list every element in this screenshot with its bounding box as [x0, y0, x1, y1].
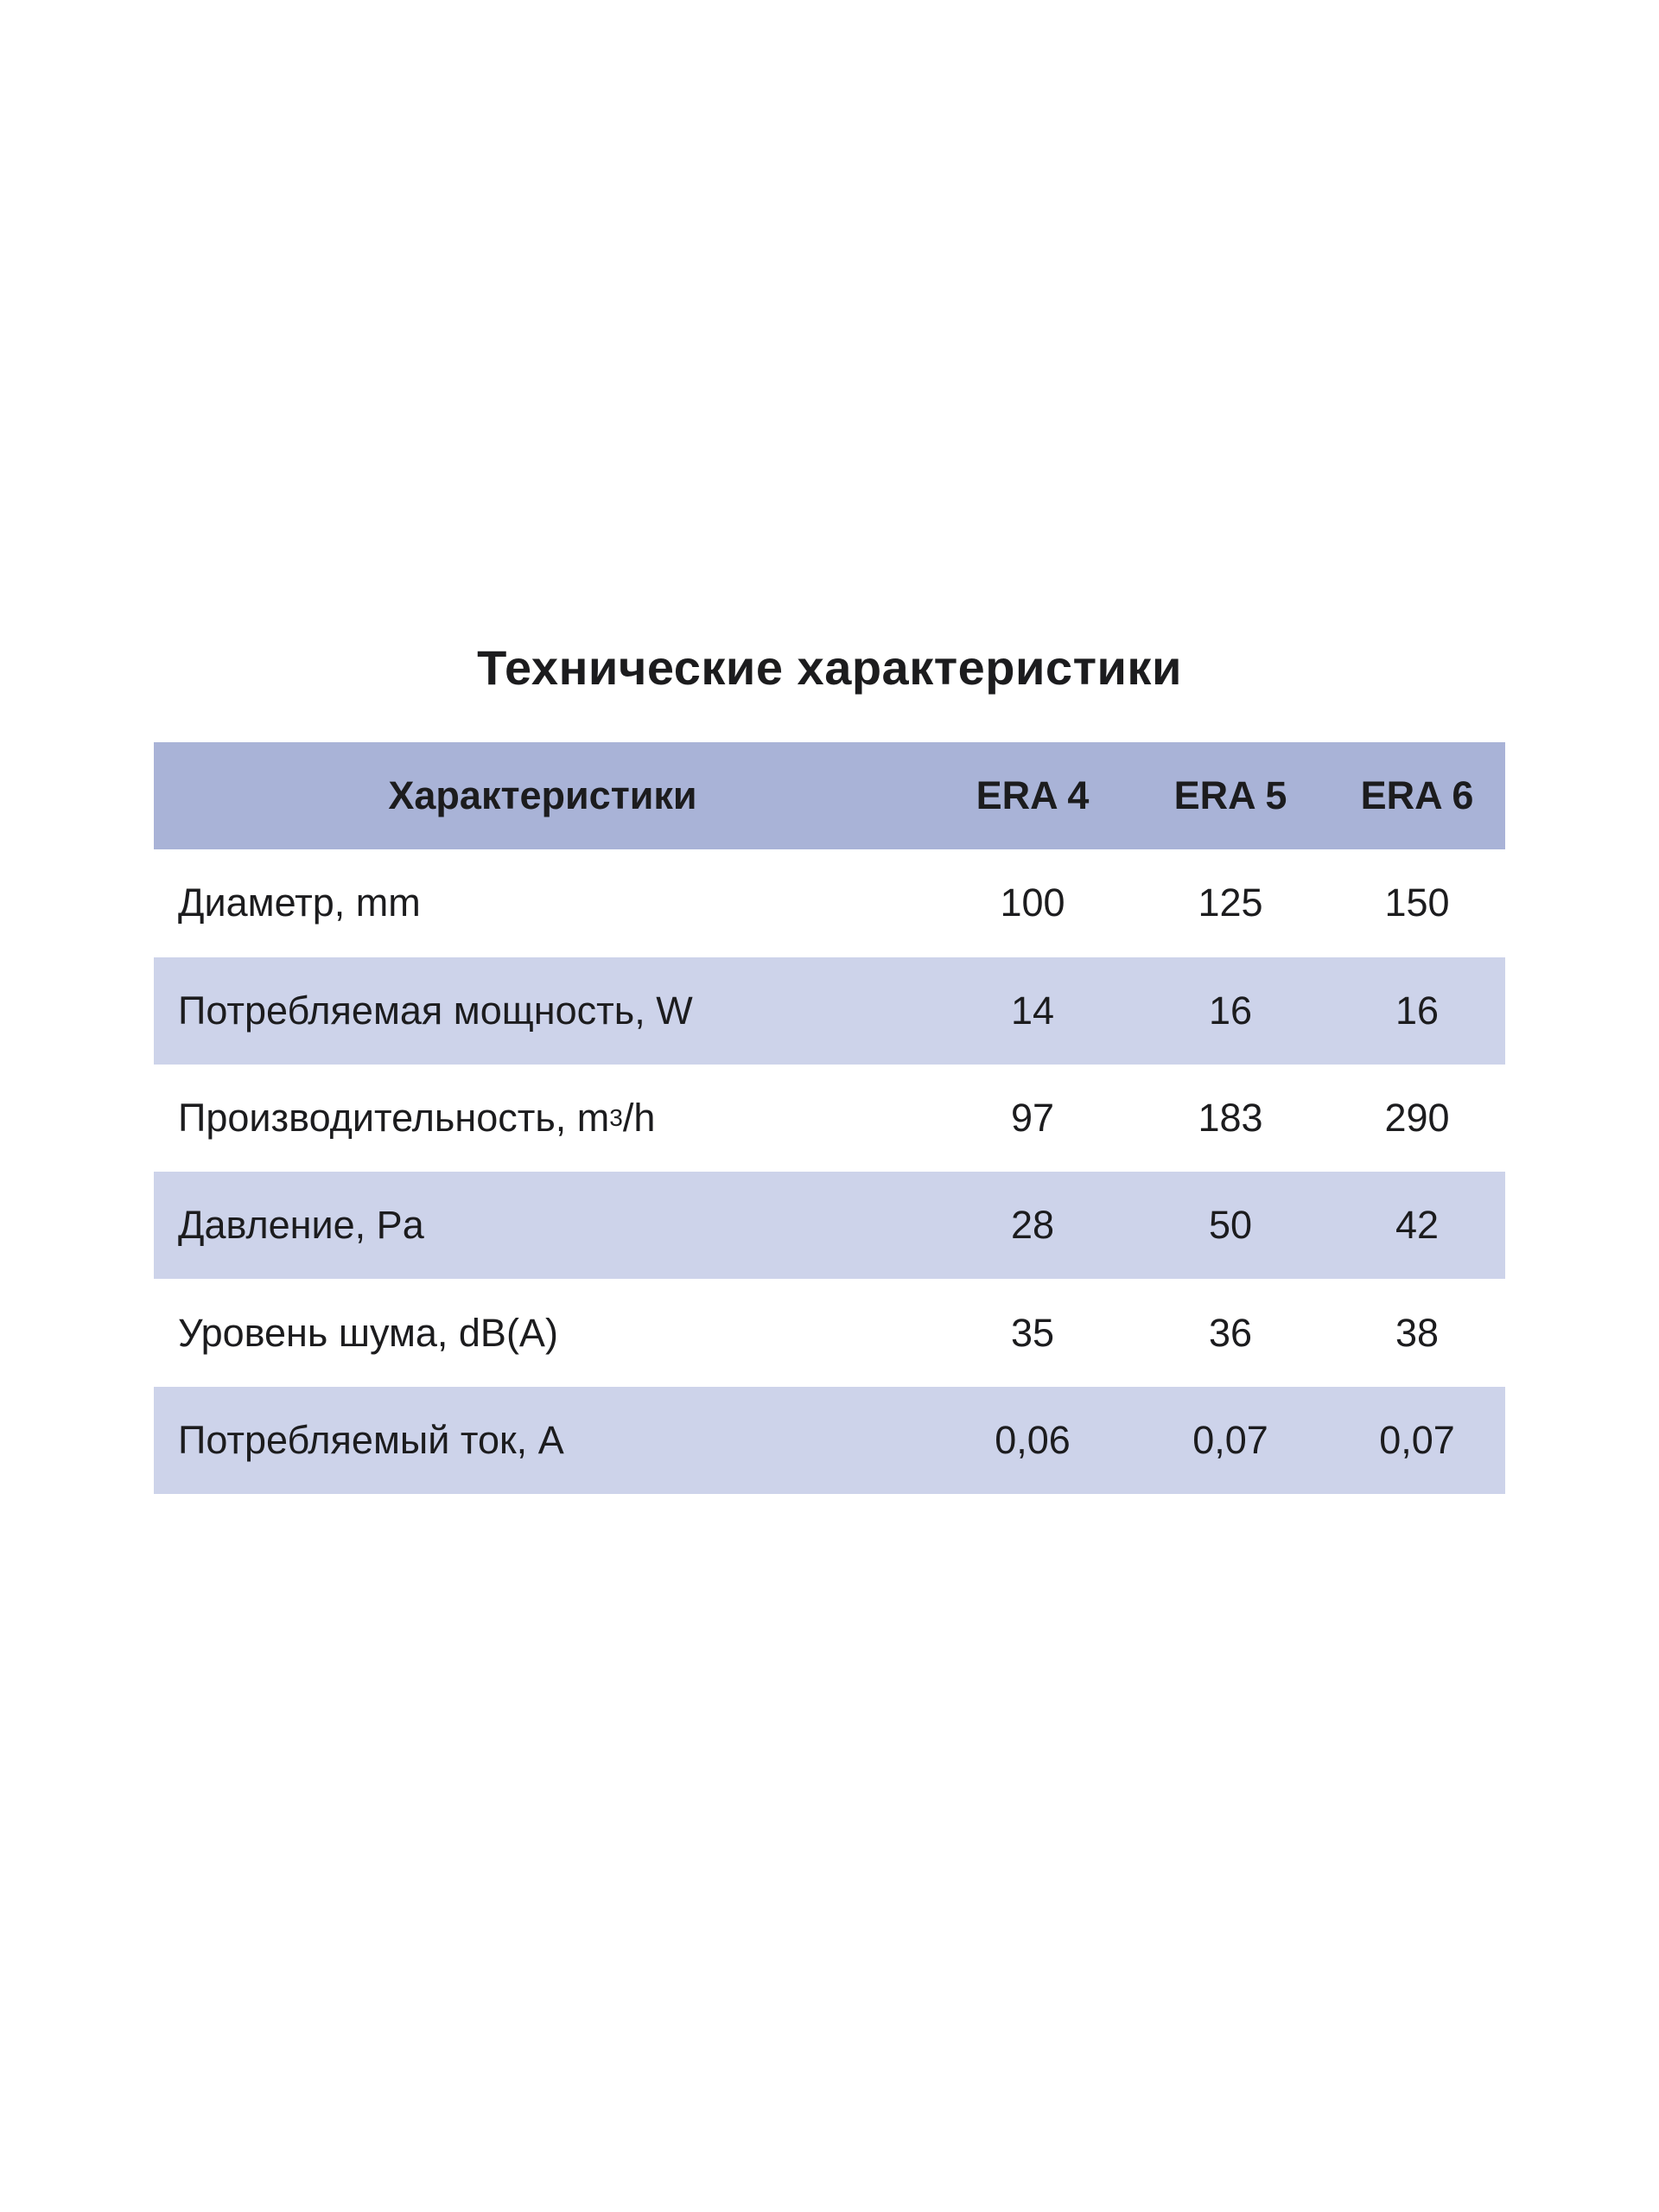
- table-row-capacity: Производительность, m 3/h 97 183 290: [154, 1065, 1505, 1172]
- table-row-diameter: Диаметр, mm 100 125 150: [154, 849, 1505, 957]
- table-row-current: Потребляемый ток, A 0,06 0,07 0,07: [154, 1386, 1505, 1495]
- row-label: Производительность, m 3/h: [178, 1096, 656, 1141]
- page-title: Технические характеристики: [477, 640, 1182, 695]
- table-row-power: Потребляемая мощность, W 14 16 16: [154, 957, 1505, 1065]
- header-characteristics: Характеристики: [388, 773, 697, 818]
- label-text: Производительность, m: [178, 1096, 610, 1141]
- specs-table: Характеристики ERA 4 ERA 5 ERA 6 Диаметр…: [154, 742, 1505, 1495]
- cell-era-6: 290: [1384, 1096, 1450, 1141]
- row-label: Потребляемый ток, A: [178, 1417, 564, 1462]
- cell-era-5: 16: [1208, 988, 1253, 1033]
- header-era-5: ERA 5: [1173, 773, 1287, 818]
- cell-era-6: 0,07: [1379, 1417, 1455, 1462]
- cell-era-6: 16: [1395, 988, 1440, 1033]
- cell-era-6: 150: [1384, 880, 1450, 925]
- header-era-6: ERA 6: [1360, 773, 1474, 818]
- cell-era-5: 125: [1198, 880, 1263, 925]
- table-row-noise: Уровень шума, dB(A) 35 36 38: [154, 1279, 1505, 1386]
- row-label: Диаметр, mm: [178, 880, 421, 925]
- cell-era-4: 28: [1010, 1203, 1055, 1248]
- row-label: Потребляемая мощность, W: [178, 988, 693, 1033]
- row-label: Давление, Pa: [178, 1203, 424, 1248]
- cell-era-5: 50: [1208, 1203, 1253, 1248]
- table-row-pressure: Давление, Pa 28 50 42: [154, 1172, 1505, 1280]
- label-suffix: /h: [622, 1096, 656, 1141]
- row-label: Уровень шума, dB(A): [178, 1310, 558, 1355]
- cell-era-4: 14: [1010, 988, 1055, 1033]
- cell-era-4: 0,06: [995, 1417, 1071, 1462]
- cell-era-5: 183: [1198, 1096, 1263, 1141]
- cell-era-6: 38: [1395, 1310, 1440, 1355]
- cell-era-5: 36: [1208, 1310, 1253, 1355]
- cell-era-5: 0,07: [1192, 1417, 1268, 1462]
- cell-era-4: 100: [1000, 880, 1065, 925]
- cell-era-4: 35: [1010, 1310, 1055, 1355]
- cell-era-4: 97: [1010, 1096, 1055, 1141]
- table-header-row: Характеристики ERA 4 ERA 5 ERA 6: [154, 742, 1505, 850]
- header-era-4: ERA 4: [976, 773, 1090, 818]
- cell-era-6: 42: [1395, 1203, 1440, 1248]
